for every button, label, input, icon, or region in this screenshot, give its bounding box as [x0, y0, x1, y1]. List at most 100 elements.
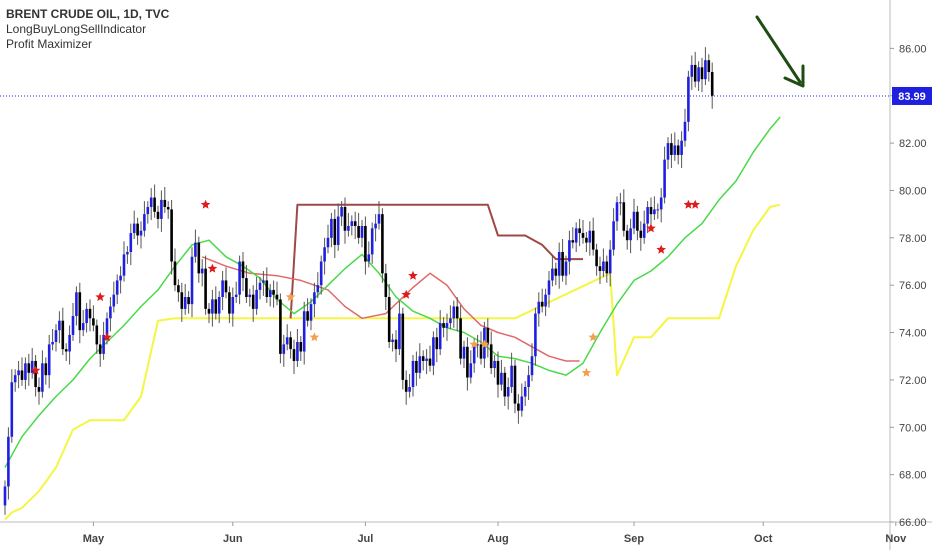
buy-star-marker — [469, 339, 479, 349]
candle-down — [421, 356, 425, 361]
x-tick-label: Jul — [357, 533, 373, 545]
candle-up — [476, 344, 479, 346]
sell-star-marker — [200, 199, 211, 209]
candle-down — [333, 218, 337, 245]
candle-down — [207, 308, 211, 314]
candle-up — [143, 214, 146, 231]
candle-up — [656, 209, 660, 211]
candle-down — [156, 211, 160, 219]
candle-up — [313, 292, 316, 305]
y-tick-label: 74.00 — [899, 328, 927, 340]
candle-up — [411, 360, 415, 388]
candle-up — [659, 197, 663, 210]
candle-down — [27, 363, 31, 373]
candle-down — [581, 233, 585, 238]
candle-down — [343, 207, 347, 231]
candle-up — [146, 207, 150, 215]
candle-up — [680, 140, 683, 155]
buy-star-marker — [479, 339, 490, 349]
candle-up — [632, 211, 636, 229]
candle-down — [20, 370, 24, 380]
candle-down — [486, 327, 490, 345]
candle-up — [262, 280, 265, 283]
candle-up — [663, 159, 666, 198]
candle-up — [122, 254, 126, 276]
candle-up — [58, 320, 61, 331]
candle-up — [149, 197, 153, 208]
candle-up — [367, 254, 371, 262]
candle-up — [13, 375, 17, 383]
sell-star-marker — [408, 270, 418, 280]
candle-up — [615, 202, 619, 222]
candle-up — [258, 282, 262, 290]
candle-up — [687, 76, 690, 122]
candle-down — [466, 346, 469, 378]
candle-up — [139, 230, 143, 236]
buy-star-marker — [309, 332, 320, 342]
candle-down — [153, 197, 156, 212]
candle-down — [625, 230, 629, 241]
candle-up — [71, 315, 75, 335]
candle-down — [540, 301, 544, 307]
candle-up — [452, 306, 456, 319]
candle-up — [500, 372, 503, 385]
candle-up — [302, 311, 306, 352]
candle-up — [683, 121, 687, 141]
sell-star-marker — [656, 244, 666, 254]
signal-arrow-shaft — [755, 15, 802, 84]
candle-up — [109, 306, 112, 319]
candle-up — [602, 261, 605, 271]
chart-legend: BRENT CRUDE OIL, 1D, TVC LongBuyLongSell… — [6, 7, 169, 52]
signal-arrow-head — [783, 64, 805, 88]
candle-down — [381, 214, 384, 274]
candle-up — [523, 387, 527, 397]
candle-up — [160, 199, 163, 219]
x-tick-label: Nov — [885, 533, 907, 545]
candle-up — [568, 240, 571, 262]
candle-up — [336, 216, 340, 245]
candle-up — [30, 360, 34, 373]
sell-star-marker — [401, 289, 411, 299]
candle-down — [364, 225, 367, 262]
fast-line — [201, 256, 580, 362]
candle-up — [544, 294, 547, 307]
candle-down — [163, 199, 167, 208]
candle-up — [557, 252, 561, 276]
candle-up — [17, 370, 20, 376]
candle-up — [646, 207, 649, 224]
candle-up — [445, 323, 449, 328]
candle-down — [170, 209, 173, 262]
candle-down — [649, 207, 653, 215]
candle-up — [360, 225, 364, 238]
candle-up — [105, 318, 109, 335]
candle-up — [666, 143, 670, 160]
candle-up — [282, 344, 286, 354]
candle-up — [391, 339, 394, 343]
candle-up — [112, 294, 116, 307]
indicator-label-1: LongBuyLongSellIndicator — [6, 22, 147, 36]
candle-up — [68, 334, 71, 352]
candle-down — [224, 280, 228, 293]
candle-up — [347, 225, 350, 231]
candle-up — [255, 289, 258, 309]
candle-down — [517, 403, 520, 411]
indicator-label-2: Profit Maximizer — [6, 37, 93, 51]
candle-down — [197, 242, 201, 274]
candle-up — [673, 145, 677, 155]
candle-up — [472, 344, 476, 364]
candle-down — [428, 358, 432, 366]
candle-up — [449, 318, 452, 324]
candle-down — [177, 285, 180, 293]
y-tick-label: 78.00 — [899, 233, 927, 245]
candle-down — [459, 318, 462, 359]
candle-up — [119, 275, 122, 281]
candle-up — [469, 363, 473, 378]
candle-down — [180, 292, 184, 309]
candle-up — [85, 308, 88, 324]
candle-down — [639, 230, 643, 238]
candle-down — [357, 225, 360, 238]
candle-up — [221, 280, 224, 298]
candle-up — [194, 242, 197, 257]
candle-down — [513, 365, 517, 404]
candle-down — [571, 240, 575, 243]
